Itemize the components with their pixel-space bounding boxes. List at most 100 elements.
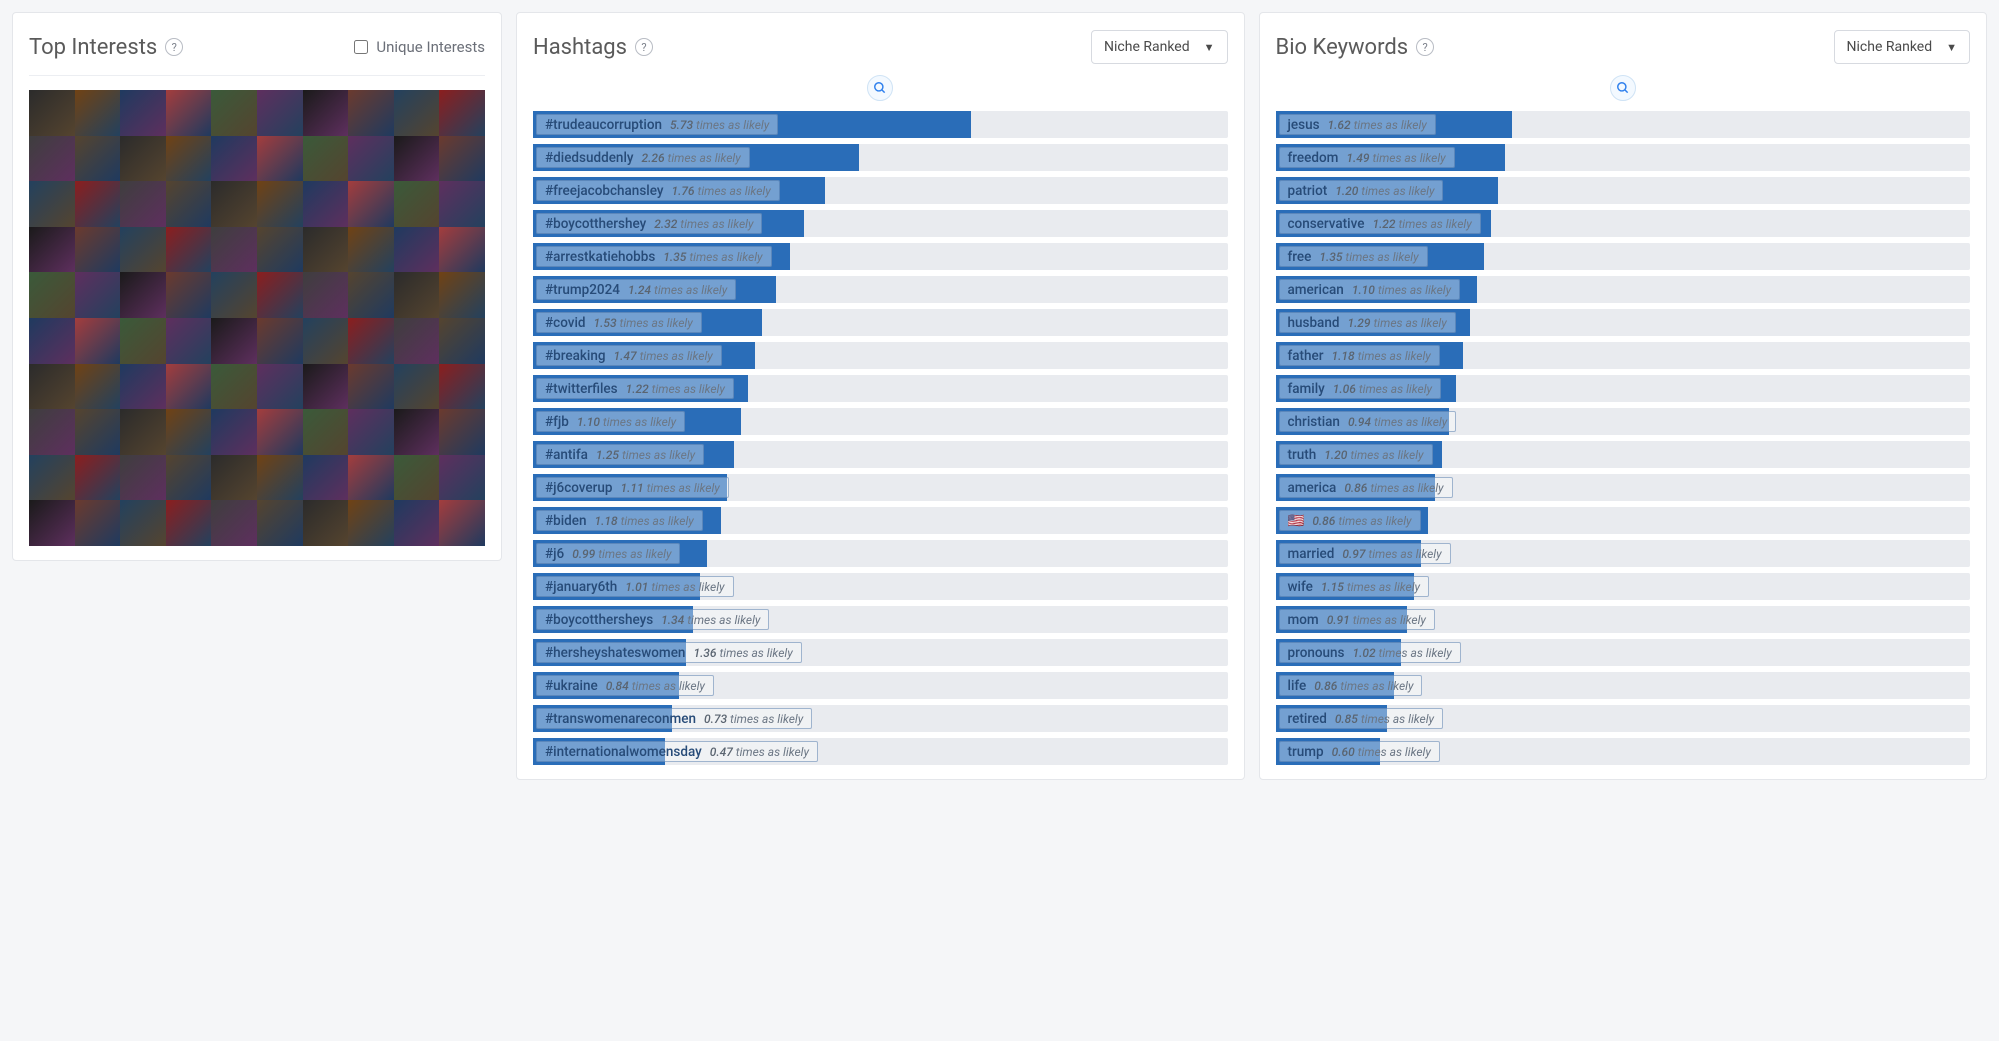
avatar[interactable]: [439, 500, 485, 546]
avatar[interactable]: [166, 500, 212, 546]
bar-row[interactable]: pronouns1.02 times as likely: [1276, 639, 1971, 666]
avatar[interactable]: [303, 318, 349, 364]
bar-row[interactable]: mom0.91 times as likely: [1276, 606, 1971, 633]
avatar[interactable]: [439, 181, 485, 227]
avatar[interactable]: [211, 272, 257, 318]
avatar[interactable]: [348, 455, 394, 501]
bar-row[interactable]: #diedsuddenly2.26 times as likely: [533, 144, 1228, 171]
bar-row[interactable]: 🇺🇸0.86 times as likely: [1276, 507, 1971, 534]
avatar[interactable]: [439, 136, 485, 182]
avatar[interactable]: [439, 272, 485, 318]
avatar[interactable]: [29, 90, 75, 136]
avatar[interactable]: [348, 181, 394, 227]
bar-row[interactable]: #boycotthersheys1.34 times as likely: [533, 606, 1228, 633]
bar-row[interactable]: christian0.94 times as likely: [1276, 408, 1971, 435]
avatar[interactable]: [211, 364, 257, 410]
bar-row[interactable]: #internationalwomensday0.47 times as lik…: [533, 738, 1228, 765]
avatar[interactable]: [439, 364, 485, 410]
avatar[interactable]: [394, 455, 440, 501]
avatar[interactable]: [394, 500, 440, 546]
avatar[interactable]: [348, 364, 394, 410]
bar-row[interactable]: truth1.20 times as likely: [1276, 441, 1971, 468]
avatar[interactable]: [29, 318, 75, 364]
bar-row[interactable]: retired0.85 times as likely: [1276, 705, 1971, 732]
unique-interests-toggle[interactable]: Unique Interests: [354, 38, 485, 56]
avatar[interactable]: [166, 227, 212, 273]
bar-row[interactable]: #boycotthershey2.32 times as likely: [533, 210, 1228, 237]
bar-row[interactable]: #trudeaucorruption5.73 times as likely: [533, 111, 1228, 138]
avatar[interactable]: [75, 136, 121, 182]
avatar[interactable]: [348, 136, 394, 182]
avatar[interactable]: [120, 90, 166, 136]
bar-row[interactable]: #breaking1.47 times as likely: [533, 342, 1228, 369]
avatar[interactable]: [166, 272, 212, 318]
bar-row[interactable]: #ukraine0.84 times as likely: [533, 672, 1228, 699]
bar-row[interactable]: father1.18 times as likely: [1276, 342, 1971, 369]
avatar[interactable]: [439, 90, 485, 136]
bar-row[interactable]: #arrestkatiehobbs1.35 times as likely: [533, 243, 1228, 270]
avatar[interactable]: [75, 455, 121, 501]
avatar[interactable]: [120, 181, 166, 227]
avatar[interactable]: [257, 409, 303, 455]
bar-row[interactable]: american1.10 times as likely: [1276, 276, 1971, 303]
bar-row[interactable]: #covid1.53 times as likely: [533, 309, 1228, 336]
avatar[interactable]: [166, 409, 212, 455]
bar-row[interactable]: conservative1.22 times as likely: [1276, 210, 1971, 237]
avatar[interactable]: [303, 272, 349, 318]
avatar[interactable]: [120, 318, 166, 364]
avatar[interactable]: [166, 364, 212, 410]
bar-row[interactable]: patriot1.20 times as likely: [1276, 177, 1971, 204]
avatar[interactable]: [166, 318, 212, 364]
bar-row[interactable]: husband1.29 times as likely: [1276, 309, 1971, 336]
avatar[interactable]: [211, 181, 257, 227]
avatar[interactable]: [75, 364, 121, 410]
avatar[interactable]: [303, 136, 349, 182]
bar-row[interactable]: free1.35 times as likely: [1276, 243, 1971, 270]
avatar[interactable]: [439, 318, 485, 364]
avatar[interactable]: [120, 272, 166, 318]
bar-row[interactable]: life0.86 times as likely: [1276, 672, 1971, 699]
bar-row[interactable]: america0.86 times as likely: [1276, 474, 1971, 501]
avatar[interactable]: [29, 364, 75, 410]
avatar[interactable]: [348, 272, 394, 318]
avatar[interactable]: [75, 272, 121, 318]
avatar[interactable]: [75, 90, 121, 136]
bar-row[interactable]: #j60.99 times as likely: [533, 540, 1228, 567]
avatar[interactable]: [303, 227, 349, 273]
avatar[interactable]: [348, 318, 394, 364]
avatar[interactable]: [394, 90, 440, 136]
bar-row[interactable]: #trump20241.24 times as likely: [533, 276, 1228, 303]
sort-dropdown[interactable]: Niche Ranked ▼: [1834, 30, 1970, 64]
bar-row[interactable]: #j6coverup1.11 times as likely: [533, 474, 1228, 501]
avatar[interactable]: [29, 272, 75, 318]
bar-row[interactable]: wife1.15 times as likely: [1276, 573, 1971, 600]
avatar[interactable]: [211, 136, 257, 182]
avatar[interactable]: [257, 90, 303, 136]
avatar[interactable]: [348, 500, 394, 546]
avatar[interactable]: [394, 364, 440, 410]
avatar[interactable]: [75, 500, 121, 546]
avatar[interactable]: [120, 227, 166, 273]
avatar[interactable]: [29, 227, 75, 273]
search-button[interactable]: [867, 75, 893, 101]
avatar[interactable]: [394, 318, 440, 364]
bar-row[interactable]: #hersheyshateswomen1.36 times as likely: [533, 639, 1228, 666]
avatar[interactable]: [303, 364, 349, 410]
avatar[interactable]: [257, 364, 303, 410]
avatar[interactable]: [257, 500, 303, 546]
avatar[interactable]: [394, 136, 440, 182]
avatar[interactable]: [439, 227, 485, 273]
avatar[interactable]: [394, 181, 440, 227]
avatar[interactable]: [166, 181, 212, 227]
avatar[interactable]: [348, 409, 394, 455]
avatar[interactable]: [120, 364, 166, 410]
help-icon[interactable]: ?: [1416, 38, 1434, 56]
avatar[interactable]: [257, 136, 303, 182]
bar-row[interactable]: jesus1.62 times as likely: [1276, 111, 1971, 138]
bar-row[interactable]: freedom1.49 times as likely: [1276, 144, 1971, 171]
avatar[interactable]: [211, 90, 257, 136]
bar-row[interactable]: #transwomenareconmen0.73 times as likely: [533, 705, 1228, 732]
avatar[interactable]: [394, 227, 440, 273]
bar-row[interactable]: #freejacobchansley1.76 times as likely: [533, 177, 1228, 204]
avatar[interactable]: [75, 181, 121, 227]
